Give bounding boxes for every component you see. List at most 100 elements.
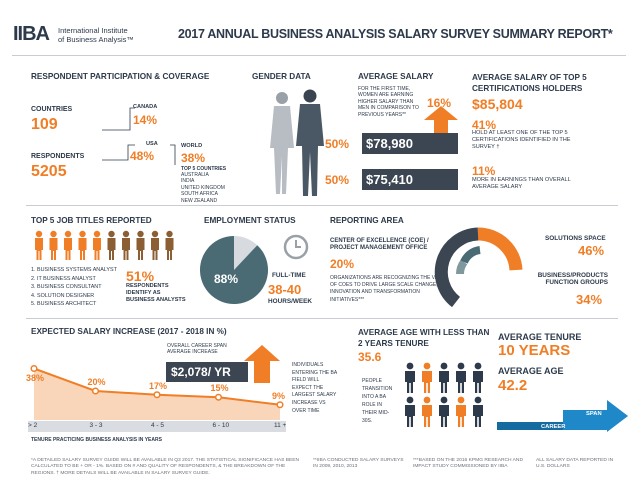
- respondents-label: RESPONDENTS: [31, 153, 85, 160]
- men-pct: 50%: [325, 173, 350, 187]
- canada-value: 14%: [133, 113, 158, 127]
- page-title: 2017 ANNUAL BUSINESS ANALYSIS SALARY SUR…: [178, 27, 613, 41]
- person-icon: [107, 230, 116, 260]
- chart-point: [30, 364, 38, 373]
- cert-salary-value: $85,804: [472, 96, 523, 112]
- employment-heading: EMPLOYMENT STATUS: [204, 216, 296, 225]
- solutions-label: SOLUTIONS SPACE: [545, 235, 606, 242]
- solutions-value: 46%: [578, 243, 605, 258]
- bp-label: BUSINESS/PRODUCTS FUNCTION GROUPS: [537, 272, 608, 287]
- coe-note: ORGANIZATIONS ARE RECOGNIZING THE VALUE …: [330, 275, 448, 303]
- chart-x-tick-label: 4 - 5: [151, 422, 165, 429]
- women-pct: 50%: [325, 137, 350, 151]
- women-salary: $78,980: [366, 136, 413, 151]
- logo-mark: IIBA: [13, 23, 50, 45]
- age-tenure-value: 35.6: [358, 350, 382, 364]
- job-title-item: 3. BUSINESS CONSULTANT: [31, 284, 102, 291]
- top5-countries-list: AUSTRALIA INDIA UNITED KINGDOM SOUTH AFR…: [181, 172, 241, 204]
- reporting-arc-chart: [434, 227, 523, 308]
- chart-data-label: 20%: [87, 377, 106, 387]
- org-name-line1: International Institute: [58, 26, 128, 35]
- footnote-4: ALL SALARY DATA REPORTED IN U.S. DOLLARS: [536, 458, 614, 470]
- countries-label: COUNTRIES: [31, 106, 73, 113]
- person-icon: [473, 362, 483, 393]
- reporting-heading: REPORTING AREA: [330, 216, 404, 225]
- fulltime-label: FULL-TIME: [272, 272, 306, 279]
- employment-pie: [200, 236, 268, 304]
- jobs-heading: TOP 5 JOB TITLES REPORTED: [31, 216, 152, 225]
- org-name-line2: of Business Analysis™: [58, 35, 134, 44]
- person-icon: [439, 396, 449, 427]
- chart-point: [153, 391, 161, 399]
- tenure-value: 10 YEARS: [498, 342, 571, 359]
- salary-increase-pct: 16%: [427, 96, 452, 110]
- span-label: SPAN: [586, 411, 602, 417]
- avg-age-value: 42.2: [498, 377, 528, 394]
- chart-xaxis-band: [28, 421, 286, 432]
- coe-label: CENTER OF EXCELLENCE (COE) / PROJECT MAN…: [330, 238, 429, 252]
- person-icon: [473, 396, 483, 427]
- cert-text1: HOLD AT LEAST ONE OF THE TOP 5 CERTIFICA…: [472, 130, 571, 151]
- job-title-item: 4. SOLUTION DESIGNER: [31, 292, 95, 299]
- up-arrow-icon: [244, 345, 280, 383]
- person-icon: [439, 362, 449, 393]
- chart-point: [214, 393, 223, 401]
- age-people-icons: [405, 362, 483, 427]
- row1-divider: [26, 205, 618, 206]
- world-value: 38%: [181, 151, 206, 165]
- salary-increase-heading: EXPECTED SALARY INCREASE (2017 - 2018 in…: [31, 327, 227, 336]
- iiba-logo: IIBA: [13, 23, 83, 47]
- person-icon: [35, 230, 43, 260]
- footnote-1: *A DETAILED SALARY SURVEY GUIDE WILL BE …: [31, 458, 300, 476]
- chart-x-tick-label: > 2: [28, 422, 38, 429]
- usa-label: USA: [146, 141, 158, 147]
- usa-value: 48%: [130, 149, 155, 163]
- country-item: UNITED KINGDOM: [181, 184, 225, 191]
- chart-point: [91, 387, 100, 395]
- gender-heading: GENDER DATA: [252, 72, 311, 81]
- chart-x-tick-label: 11 +: [274, 422, 287, 429]
- participation-connector-lines: [102, 107, 176, 165]
- pie-slice-fulltime: [200, 236, 268, 304]
- up-arrow-icon: [424, 106, 458, 138]
- gender-figures-illustration: [270, 89, 324, 196]
- country-item: NEW ZEALAND: [181, 197, 218, 204]
- job-title-item: 1. BUSINESS SYSTEMS ANALYST: [31, 267, 117, 273]
- country-item: INDIA: [181, 178, 195, 185]
- career-note: OVERALL CAREER SPAN AVERAGE INCREASE: [167, 343, 227, 356]
- chart-x-tick-label: 6 - 10: [212, 422, 230, 429]
- ba-pct-text: RESPONDENTS IDENTIFY AS BUSINESS ANALYST…: [126, 283, 186, 304]
- chart-data-label: 17%: [149, 380, 168, 391]
- chart-point: [276, 401, 284, 409]
- bp-value: 34%: [576, 292, 603, 307]
- career-increase-value: $2,078/ YR: [171, 365, 231, 379]
- salary-increase-chart: [30, 364, 284, 420]
- career-label: CAREER: [541, 424, 566, 430]
- person-icon: [151, 230, 159, 260]
- ba-pct: 51%: [126, 268, 155, 284]
- person-icon: [456, 396, 466, 427]
- chart-x-tick-label: 3 - 3: [89, 422, 103, 429]
- career-increase-box: [166, 362, 248, 382]
- top5-countries-label: TOP 5 COUNTRIES: [181, 166, 227, 172]
- men-salary-bar: [362, 169, 458, 190]
- job-title-item: 2. IT BUSINESS ANALYST: [31, 275, 96, 282]
- person-icon: [78, 230, 87, 260]
- chart-area-fill: [34, 368, 280, 420]
- chart-data-label: 15%: [210, 383, 229, 394]
- men-salary: $75,410: [366, 172, 413, 187]
- career-span-arrow: [497, 400, 628, 432]
- person-icon: [165, 230, 174, 260]
- hours-value: 38-40: [268, 282, 302, 297]
- row2-divider: [26, 318, 618, 319]
- avg-salary-heading: AVERAGE SALARY: [358, 72, 434, 81]
- avg-salary-note: FOR THE FIRST TIME, WOMEN ARE EARNING HI…: [358, 86, 419, 118]
- footnote-2: **IIBA CONDUCTED SALARY SURVEYS IN 2009,…: [313, 458, 404, 470]
- world-label: WORLD: [181, 143, 203, 149]
- person-icon: [422, 396, 432, 427]
- person-icon: [64, 230, 72, 260]
- clock-icon: [283, 234, 309, 260]
- org-name: International Institute of Business Anal…: [58, 26, 134, 44]
- header-divider: [12, 55, 626, 56]
- chart-xaxis-title: TENURE PRACTICING BUSINESS ANALYSIS IN Y…: [31, 437, 162, 443]
